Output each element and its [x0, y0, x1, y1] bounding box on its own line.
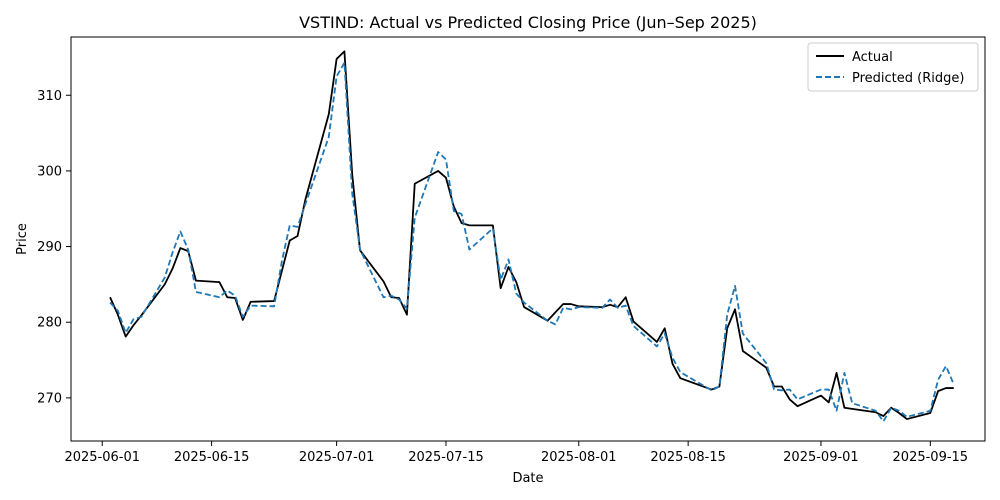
y-axis-title: Price — [15, 223, 30, 255]
series-line-actual — [109, 50, 954, 420]
x-tick-label: 2025-06-01 — [64, 450, 140, 465]
y-tick-label: 300 — [37, 164, 62, 179]
legend: Actual Predicted (Ridge) — [807, 42, 979, 92]
y-tick-label: 280 — [37, 316, 62, 331]
legend-box — [807, 42, 979, 92]
y-tick-label: 290 — [37, 240, 62, 255]
chart-title: VSTIND: Actual vs Predicted Closing Pric… — [299, 13, 757, 32]
x-tick-label: 2025-07-01 — [299, 450, 375, 465]
x-tick-label: 2025-08-15 — [650, 450, 726, 465]
x-tick-label: 2025-09-01 — [783, 450, 859, 465]
y-tick-label: 310 — [37, 89, 62, 104]
x-axis-title: Date — [512, 471, 543, 486]
x-tick-label: 2025-09-15 — [893, 450, 969, 465]
x-tick-label: 2025-07-15 — [408, 450, 484, 465]
x-tick-label: 2025-06-15 — [174, 450, 250, 465]
y-tick-label: 270 — [37, 391, 62, 406]
plot-frame — [70, 36, 986, 442]
legend-label-actual: Actual — [852, 50, 893, 65]
x-tick-label: 2025-08-01 — [541, 450, 617, 465]
legend-label-predicted: Predicted (Ridge) — [852, 71, 964, 86]
